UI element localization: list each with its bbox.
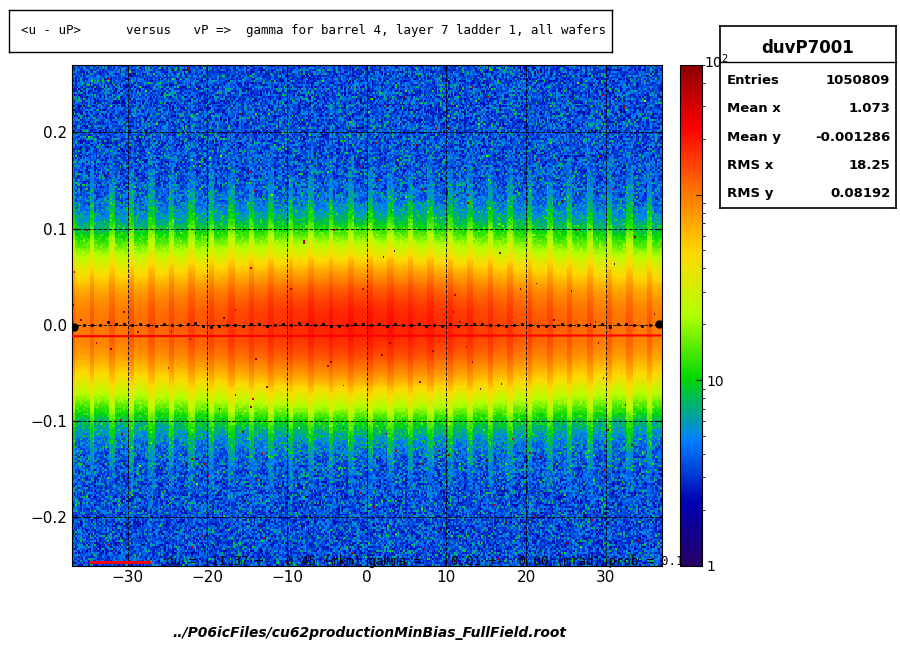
Text: RMS y: RMS y — [727, 187, 773, 200]
Text: 18.25: 18.25 — [849, 159, 890, 172]
Text: 0.08192: 0.08192 — [830, 187, 890, 200]
Text: duvP7001: duvP7001 — [761, 39, 854, 57]
Text: 1050809: 1050809 — [826, 74, 890, 87]
Text: Mean x: Mean x — [727, 102, 781, 115]
Text: -0.001286: -0.001286 — [815, 131, 890, 144]
Text: du = -11.37 +-  0.45 (mkm) gamma =    0.01 +-  0.00 (mrad) prob = 0.150: du = -11.37 +- 0.45 (mkm) gamma = 0.01 +… — [166, 555, 698, 568]
Text: Entries: Entries — [727, 74, 780, 87]
Text: $10^2$: $10^2$ — [704, 53, 729, 71]
Text: ../P06icFiles/cu62productionMinBias_FullField.root: ../P06icFiles/cu62productionMinBias_Full… — [172, 626, 566, 640]
Text: 1.073: 1.073 — [849, 102, 890, 115]
Text: <u - uP>      versus   vP =>  gamma for barrel 4, layer 7 ladder 1, all wafers: <u - uP> versus vP => gamma for barrel 4… — [21, 24, 606, 37]
Text: Mean y: Mean y — [727, 131, 781, 144]
Text: RMS x: RMS x — [727, 159, 773, 172]
